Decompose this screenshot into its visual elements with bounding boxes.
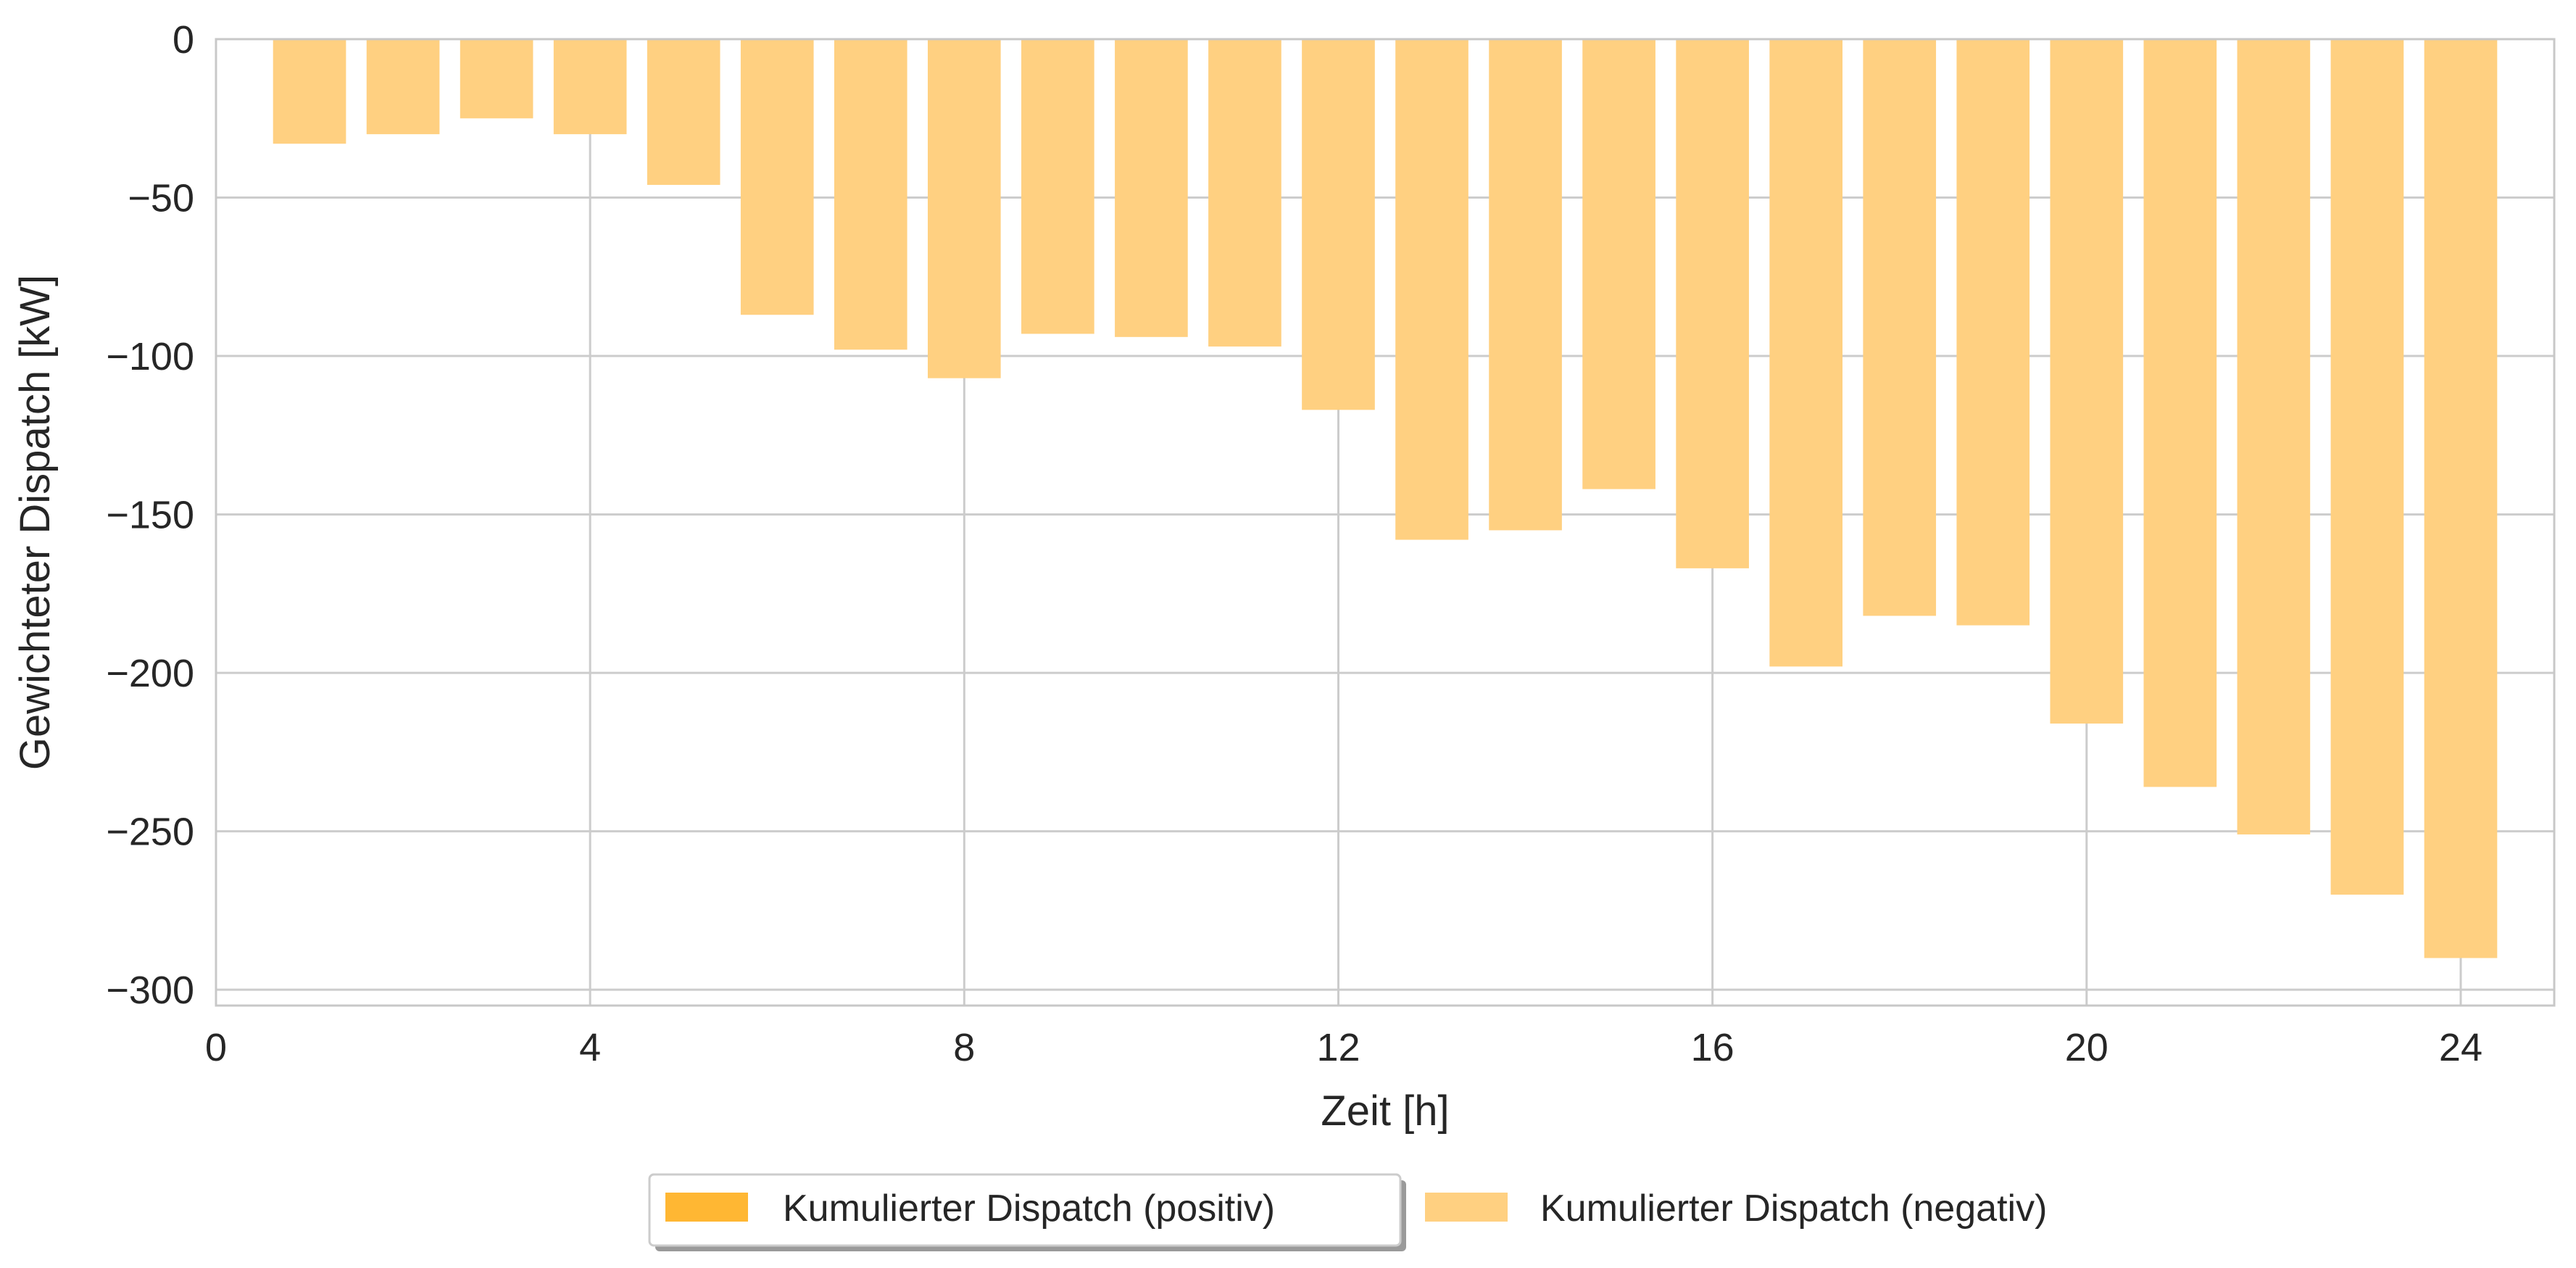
y-tick-label: 0	[173, 18, 194, 62]
bars-group	[273, 39, 2498, 958]
x-axis-label: Zeit [h]	[1321, 1087, 1449, 1135]
x-tick-label: 20	[2065, 1026, 2108, 1069]
bar-negative-22	[2237, 39, 2311, 834]
bar-negative-16	[1676, 39, 1749, 568]
y-tick-label: −50	[128, 177, 194, 220]
y-tick-label: −200	[106, 652, 194, 695]
x-tick-label: 8	[953, 1026, 975, 1069]
y-tick-label: −300	[106, 969, 194, 1012]
bar-negative-18	[1863, 39, 1937, 616]
bar-negative-11	[1208, 39, 1281, 347]
bar-negative-14	[1489, 39, 1562, 531]
bar-negative-24	[2424, 39, 2498, 958]
bar-negative-17	[1769, 39, 1843, 667]
y-tick-label: −250	[106, 811, 194, 854]
bar-negative-1	[273, 39, 346, 144]
x-tick-labels: 0 4 8 12 16 20 24	[205, 1026, 2482, 1069]
bar-negative-4	[553, 39, 627, 135]
x-tick-label: 24	[2439, 1026, 2482, 1069]
bar-negative-8	[927, 39, 1001, 378]
bar-negative-2	[366, 39, 440, 135]
y-tick-label: −150	[106, 494, 194, 537]
bar-negative-23	[2330, 39, 2404, 895]
bar-negative-6	[740, 39, 814, 315]
bar-negative-7	[834, 39, 907, 350]
bar-negative-21	[2143, 39, 2217, 787]
x-tick-label: 16	[1691, 1026, 1734, 1069]
legend-box	[648, 1173, 1402, 1247]
plot-frame	[215, 38, 2556, 1007]
bar-negative-15	[1582, 39, 1655, 489]
legend: Kumulierter Dispatch (positiv) Kumuliert…	[648, 1173, 2047, 1251]
y-axis-label: Gewichteter Dispatch [kW]	[12, 275, 59, 770]
legend-swatch-negative	[1425, 1193, 1508, 1222]
y-tick-label: −100	[106, 335, 194, 378]
bar-negative-12	[1302, 39, 1375, 410]
bar-negative-9	[1021, 39, 1094, 334]
bar-negative-5	[647, 39, 720, 186]
bar-negative-20	[2050, 39, 2124, 724]
legend-label-positive: Kumulierter Dispatch (positiv)	[783, 1188, 1275, 1230]
x-tick-label: 4	[579, 1026, 601, 1069]
bar-negative-10	[1115, 39, 1188, 337]
bar-negative-19	[1956, 39, 2030, 626]
y-tick-labels: 0 −50 −100 −150 −200 −250 −300	[106, 18, 194, 1012]
bar-negative-3	[460, 39, 533, 119]
x-tick-label: 0	[205, 1026, 227, 1069]
legend-swatch-positive	[665, 1193, 748, 1222]
x-tick-label: 12	[1316, 1026, 1360, 1069]
bar-negative-13	[1395, 39, 1468, 540]
legend-label-negative: Kumulierter Dispatch (negativ)	[1540, 1188, 2047, 1230]
